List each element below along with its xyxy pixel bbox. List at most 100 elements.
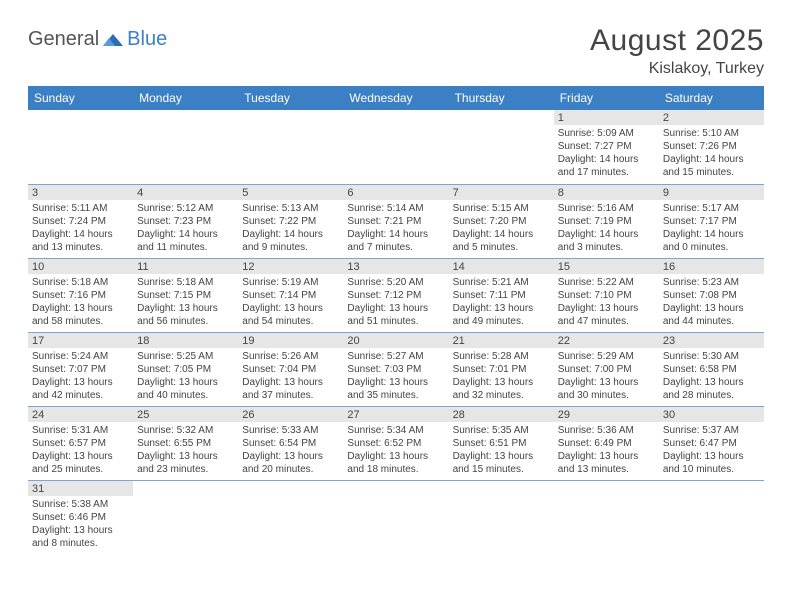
day-number: 5 <box>238 185 343 200</box>
calendar-body: 1Sunrise: 5:09 AMSunset: 7:27 PMDaylight… <box>28 110 764 554</box>
calendar-cell: 27Sunrise: 5:34 AMSunset: 6:52 PMDayligh… <box>343 406 448 480</box>
calendar-cell: 12Sunrise: 5:19 AMSunset: 7:14 PMDayligh… <box>238 258 343 332</box>
daylight1-line: Daylight: 13 hours <box>137 302 234 315</box>
cell-body <box>343 496 448 501</box>
cell-body: Sunrise: 5:22 AMSunset: 7:10 PMDaylight:… <box>554 274 659 331</box>
daylight2-line: and 47 minutes. <box>558 315 655 328</box>
daylight1-line: Daylight: 13 hours <box>347 450 444 463</box>
calendar-cell: 15Sunrise: 5:22 AMSunset: 7:10 PMDayligh… <box>554 258 659 332</box>
cell-body <box>238 125 343 130</box>
day-number: 3 <box>28 185 133 200</box>
daylight2-line: and 25 minutes. <box>32 463 129 476</box>
cell-body: Sunrise: 5:38 AMSunset: 6:46 PMDaylight:… <box>28 496 133 553</box>
daylight2-line: and 37 minutes. <box>242 389 339 402</box>
calendar-week-row: 3Sunrise: 5:11 AMSunset: 7:24 PMDaylight… <box>28 184 764 258</box>
sunrise-line: Sunrise: 5:19 AM <box>242 276 339 289</box>
sunset-line: Sunset: 6:55 PM <box>137 437 234 450</box>
sunset-line: Sunset: 7:00 PM <box>558 363 655 376</box>
calendar-cell: 26Sunrise: 5:33 AMSunset: 6:54 PMDayligh… <box>238 406 343 480</box>
sunset-line: Sunset: 7:20 PM <box>453 215 550 228</box>
sunset-line: Sunset: 7:21 PM <box>347 215 444 228</box>
calendar-cell: 9Sunrise: 5:17 AMSunset: 7:17 PMDaylight… <box>659 184 764 258</box>
weekday-header: Wednesday <box>343 86 448 110</box>
daylight2-line: and 23 minutes. <box>137 463 234 476</box>
sunset-line: Sunset: 6:49 PM <box>558 437 655 450</box>
daylight2-line: and 40 minutes. <box>137 389 234 402</box>
calendar-week-row: 10Sunrise: 5:18 AMSunset: 7:16 PMDayligh… <box>28 258 764 332</box>
weekday-header: Tuesday <box>238 86 343 110</box>
sunrise-line: Sunrise: 5:37 AM <box>663 424 760 437</box>
cell-body: Sunrise: 5:24 AMSunset: 7:07 PMDaylight:… <box>28 348 133 405</box>
daylight2-line: and 20 minutes. <box>242 463 339 476</box>
daylight2-line: and 15 minutes. <box>453 463 550 476</box>
day-number <box>133 110 238 125</box>
daylight2-line: and 51 minutes. <box>347 315 444 328</box>
day-number <box>554 481 659 496</box>
calendar-cell: 10Sunrise: 5:18 AMSunset: 7:16 PMDayligh… <box>28 258 133 332</box>
sunset-line: Sunset: 7:01 PM <box>453 363 550 376</box>
day-number: 20 <box>343 333 448 348</box>
calendar-cell: 4Sunrise: 5:12 AMSunset: 7:23 PMDaylight… <box>133 184 238 258</box>
calendar-cell <box>449 480 554 554</box>
cell-body: Sunrise: 5:09 AMSunset: 7:27 PMDaylight:… <box>554 125 659 182</box>
day-number: 18 <box>133 333 238 348</box>
day-number: 7 <box>449 185 554 200</box>
sunset-line: Sunset: 7:19 PM <box>558 215 655 228</box>
cell-body: Sunrise: 5:30 AMSunset: 6:58 PMDaylight:… <box>659 348 764 405</box>
day-number <box>343 110 448 125</box>
daylight2-line: and 58 minutes. <box>32 315 129 328</box>
daylight2-line: and 49 minutes. <box>453 315 550 328</box>
calendar-cell <box>554 480 659 554</box>
calendar-cell: 13Sunrise: 5:20 AMSunset: 7:12 PMDayligh… <box>343 258 448 332</box>
sunset-line: Sunset: 6:57 PM <box>32 437 129 450</box>
calendar-cell <box>238 480 343 554</box>
day-number: 25 <box>133 407 238 422</box>
cell-body: Sunrise: 5:10 AMSunset: 7:26 PMDaylight:… <box>659 125 764 182</box>
calendar-week-row: 17Sunrise: 5:24 AMSunset: 7:07 PMDayligh… <box>28 332 764 406</box>
sunset-line: Sunset: 7:22 PM <box>242 215 339 228</box>
sunrise-line: Sunrise: 5:26 AM <box>242 350 339 363</box>
daylight2-line: and 35 minutes. <box>347 389 444 402</box>
daylight1-line: Daylight: 13 hours <box>242 302 339 315</box>
day-number: 27 <box>343 407 448 422</box>
day-number: 24 <box>28 407 133 422</box>
logo-text-blue: Blue <box>127 28 167 51</box>
day-number <box>28 110 133 125</box>
day-number: 8 <box>554 185 659 200</box>
sunrise-line: Sunrise: 5:22 AM <box>558 276 655 289</box>
calendar-week-row: 31Sunrise: 5:38 AMSunset: 6:46 PMDayligh… <box>28 480 764 554</box>
cell-body <box>28 125 133 130</box>
calendar-cell: 25 Sunrise: 5:32 AMSunset: 6:55 PMDayligh… <box>133 406 238 480</box>
cell-body <box>133 125 238 130</box>
daylight1-line: Daylight: 13 hours <box>453 302 550 315</box>
cell-body: Sunrise: 5:14 AMSunset: 7:21 PMDaylight:… <box>343 200 448 257</box>
daylight1-line: Daylight: 13 hours <box>32 450 129 463</box>
daylight1-line: Daylight: 14 hours <box>32 228 129 241</box>
day-number: 13 <box>343 259 448 274</box>
daylight1-line: Daylight: 14 hours <box>453 228 550 241</box>
daylight2-line: and 13 minutes. <box>558 463 655 476</box>
weekday-header: Thursday <box>449 86 554 110</box>
daylight1-line: Daylight: 13 hours <box>32 524 129 537</box>
daylight2-line: and 17 minutes. <box>558 166 655 179</box>
sunset-line: Sunset: 6:47 PM <box>663 437 760 450</box>
daylight2-line: and 42 minutes. <box>32 389 129 402</box>
sunset-line: Sunset: 6:46 PM <box>32 511 129 524</box>
daylight1-line: Daylight: 13 hours <box>137 450 234 463</box>
cell-body: Sunrise: 5:23 AMSunset: 7:08 PMDaylight:… <box>659 274 764 331</box>
calendar-cell <box>449 110 554 184</box>
daylight2-line: and 28 minutes. <box>663 389 760 402</box>
sunrise-line: Sunrise: 5:10 AM <box>663 127 760 140</box>
cell-body <box>449 496 554 501</box>
calendar-cell <box>659 480 764 554</box>
day-number: 26 <box>238 407 343 422</box>
sunrise-line: Sunrise: 5:32 AM <box>137 424 234 437</box>
cell-body: Sunrise: 5:37 AMSunset: 6:47 PMDaylight:… <box>659 422 764 479</box>
calendar-cell: 23Sunrise: 5:30 AMSunset: 6:58 PMDayligh… <box>659 332 764 406</box>
sunset-line: Sunset: 6:52 PM <box>347 437 444 450</box>
sunrise-line: Sunrise: 5:13 AM <box>242 202 339 215</box>
day-number: 12 <box>238 259 343 274</box>
location: Kislakoy, Turkey <box>590 60 764 78</box>
page-title: August 2025 <box>590 24 764 58</box>
sunrise-line: Sunrise: 5:27 AM <box>347 350 444 363</box>
